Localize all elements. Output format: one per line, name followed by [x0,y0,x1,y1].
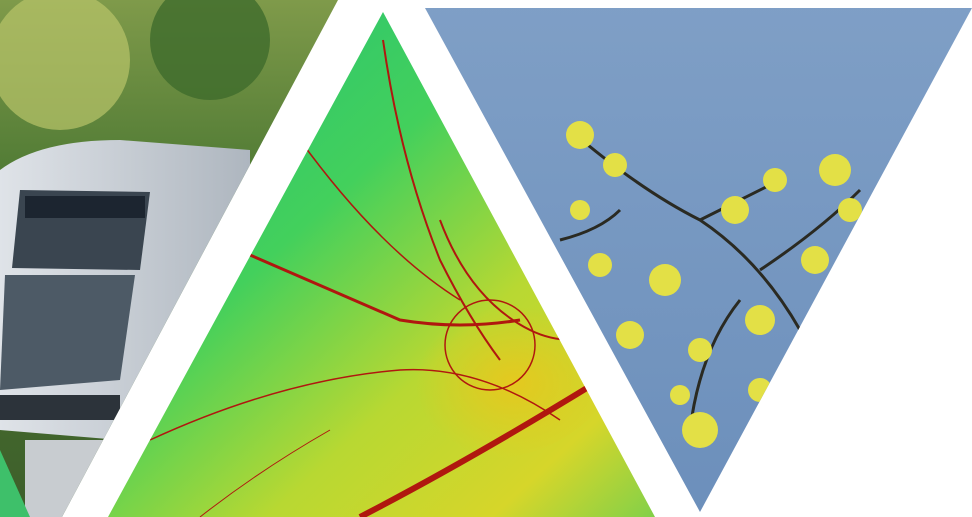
leaves [150,0,270,100]
windshield [0,275,135,390]
destination-sign [25,196,145,218]
heatmap-fragment [0,450,30,517]
tram-front [25,440,105,517]
leaves [566,121,862,448]
leaves [0,0,130,130]
bumper [0,395,120,420]
